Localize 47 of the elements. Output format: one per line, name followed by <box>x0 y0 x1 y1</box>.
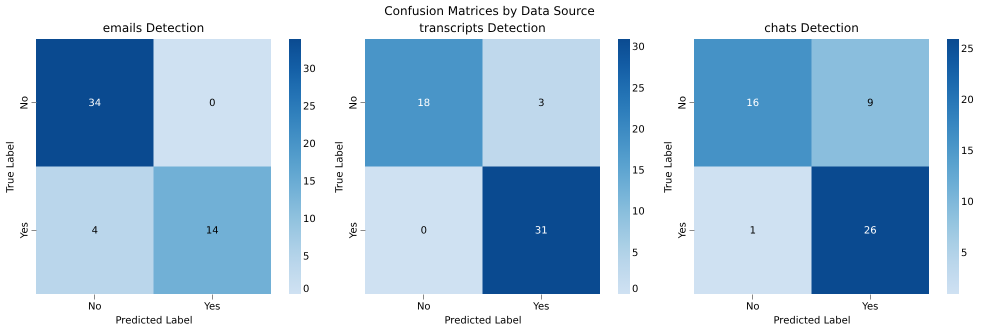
color-bar-label: 20 <box>961 95 974 106</box>
x-tick-label: No <box>88 302 102 312</box>
x-axis-title: Predicted Label <box>115 316 193 326</box>
data-label: 18 <box>417 98 430 109</box>
y-axis-title: True Label <box>664 141 674 194</box>
x-tick-label: Yes <box>203 302 220 312</box>
x-axis-title: Predicted Label <box>444 316 522 326</box>
data-label: 14 <box>206 225 219 236</box>
color-bar-label: 25 <box>303 102 316 112</box>
color-bar-label: 30 <box>303 64 316 75</box>
color-bar-label: 25 <box>961 44 974 56</box>
data-label: 0 <box>420 225 427 236</box>
y-axis-title: True Label <box>334 141 346 194</box>
color-bar-label: 10 <box>632 206 645 218</box>
x-tick-label: No <box>416 302 431 312</box>
data-label: 31 <box>534 225 548 236</box>
x-tick-label: Yes <box>861 302 878 312</box>
color-bar-label: 5 <box>303 252 310 262</box>
color-bar-label: 10 <box>961 197 974 208</box>
color-bar-label: 25 <box>632 83 645 94</box>
chart-title: transcripts Detection <box>419 21 546 35</box>
data-label: 0 <box>209 98 216 109</box>
text: Confusion Matrices by Data Source <box>384 4 595 18</box>
color-bar-label: 15 <box>303 176 316 188</box>
x-tick-label: No <box>746 302 760 312</box>
color-bar-label: 15 <box>632 166 645 177</box>
data-label: 9 <box>867 98 874 109</box>
color-bar-label: 10 <box>303 214 316 225</box>
chart-title: emails Detection <box>102 21 204 35</box>
data-label: 4 <box>92 225 98 236</box>
x-tick-label: Yes <box>532 302 550 312</box>
color-bar-label: 15 <box>961 146 974 158</box>
chart-title: chats Detection <box>764 21 859 35</box>
data-label: 26 <box>864 225 877 236</box>
color-bar-label: 30 <box>632 42 645 54</box>
color-bar-label: 5 <box>632 248 638 259</box>
data-label: 3 <box>538 98 544 109</box>
data-label: 1 <box>750 225 756 236</box>
data-label: 34 <box>88 98 102 109</box>
color-bar-label: 0 <box>303 284 310 295</box>
x-axis-title: Predicted Label <box>773 316 851 326</box>
data-label: 16 <box>746 98 760 109</box>
color-bar-label: 20 <box>303 139 316 150</box>
color-bar-label: 5 <box>961 248 968 260</box>
y-axis-title: True Label <box>6 141 16 194</box>
color-bar-label: 20 <box>632 124 645 136</box>
color-bar-label: 0 <box>632 284 638 295</box>
